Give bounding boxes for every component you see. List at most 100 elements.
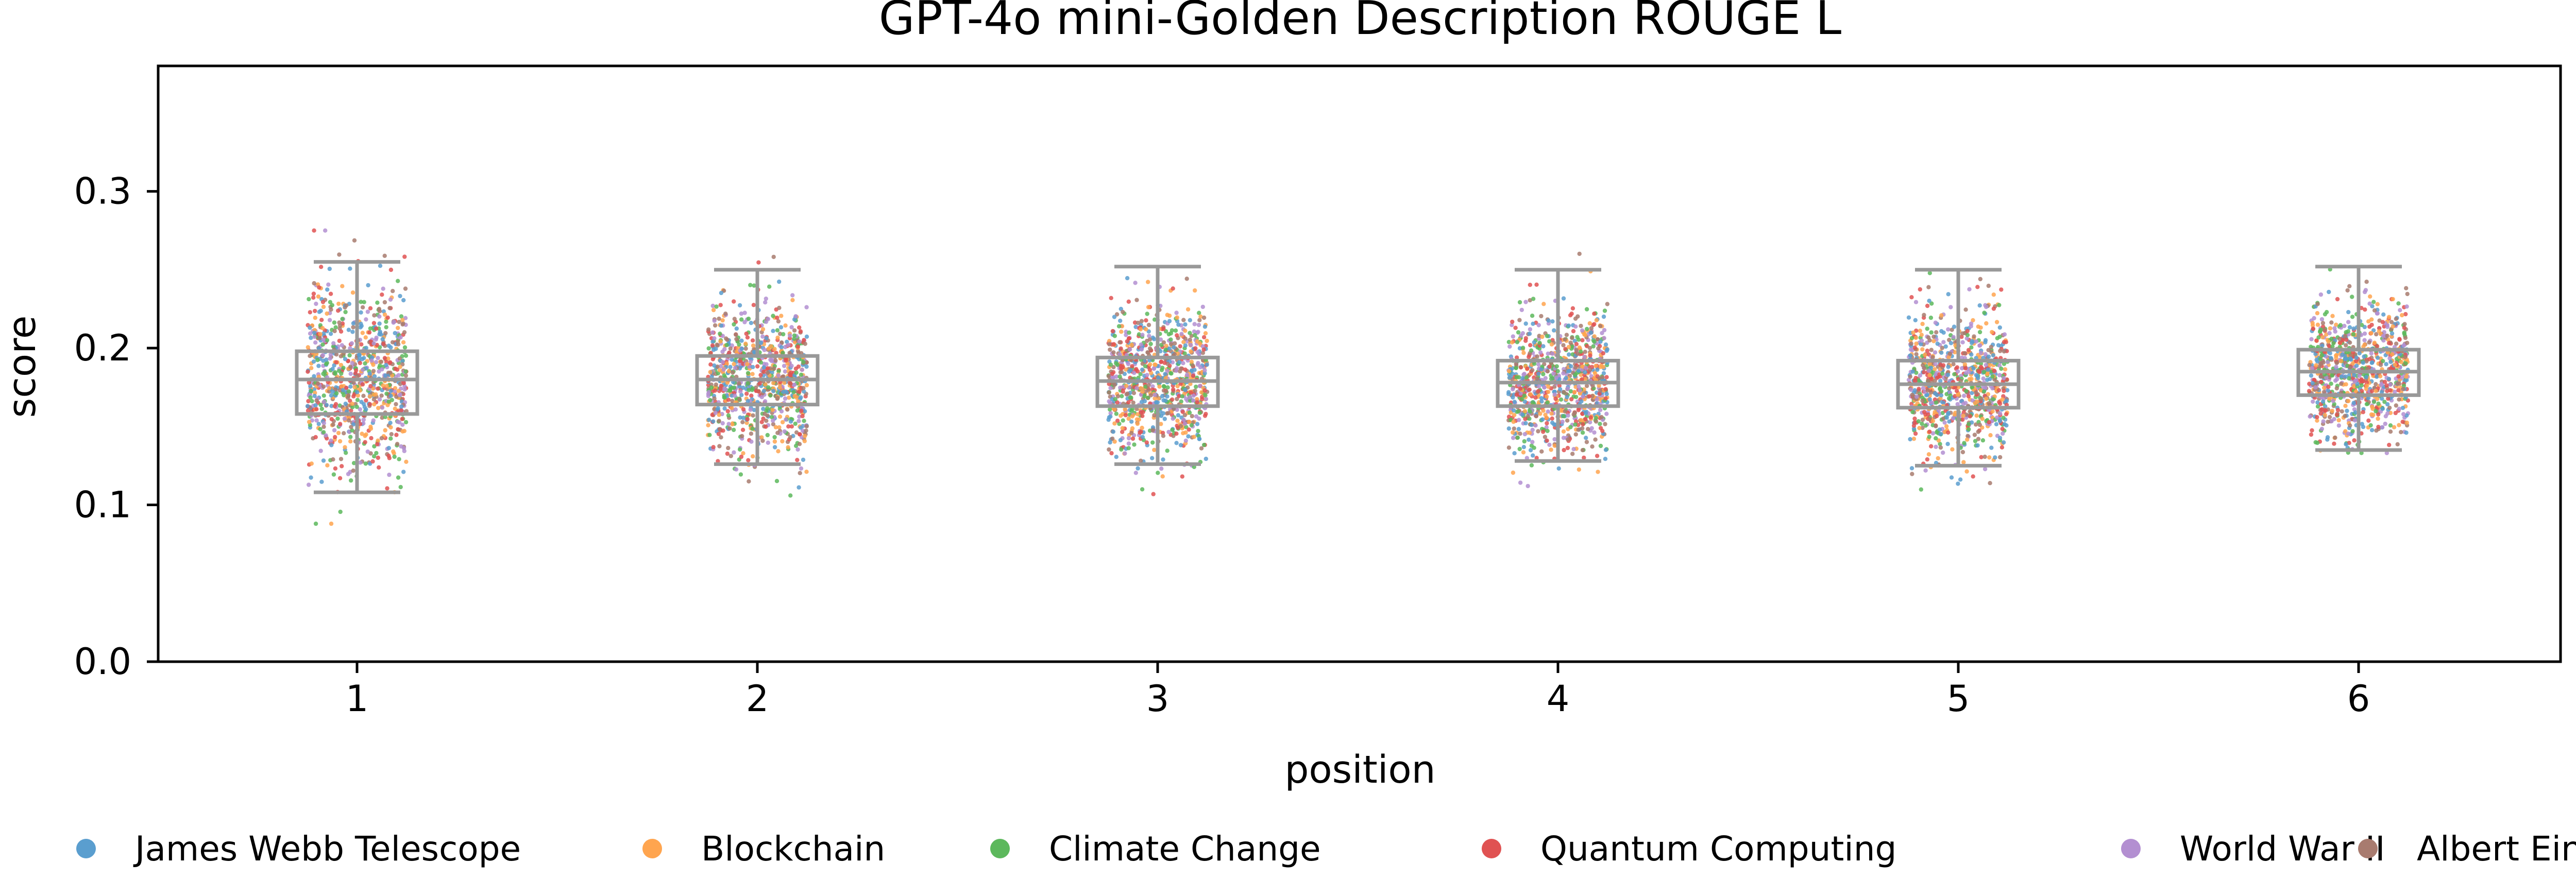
- strip-point: [387, 306, 392, 310]
- strip-point: [1601, 314, 1606, 319]
- strip-point: [1941, 416, 1946, 421]
- strip-point: [1597, 383, 1601, 388]
- strip-point: [771, 254, 776, 260]
- strip-point: [1593, 437, 1598, 442]
- strip-point: [1568, 313, 1573, 318]
- strip-point: [1203, 331, 1208, 336]
- strip-point: [1514, 392, 1519, 397]
- strip-point: [1982, 310, 1987, 315]
- strip-point: [717, 444, 722, 448]
- strip-point: [1576, 408, 1581, 412]
- strip-point: [782, 381, 787, 385]
- strip-point: [1986, 354, 1991, 359]
- strip-point: [337, 388, 342, 393]
- strip-point: [1536, 371, 1541, 376]
- strip-point: [338, 363, 344, 368]
- strip-point: [1999, 287, 2004, 292]
- strip-point: [343, 357, 348, 361]
- strip-point: [340, 464, 344, 469]
- strip-point: [1997, 325, 2002, 330]
- strip-point: [1106, 374, 1111, 378]
- strip-point: [1970, 391, 1974, 395]
- strip-point: [774, 351, 778, 355]
- strip-point: [796, 399, 801, 404]
- strip-point: [1201, 442, 1207, 447]
- strip-point: [321, 421, 326, 425]
- strip-point: [1963, 371, 1968, 375]
- strip-point: [708, 351, 713, 355]
- strip-point: [1939, 389, 1944, 394]
- strip-point: [1574, 394, 1579, 400]
- strip-point: [1176, 322, 1181, 327]
- strip-point: [747, 388, 751, 392]
- strip-point: [377, 332, 382, 337]
- strip-point: [802, 409, 807, 413]
- strip-point: [383, 373, 388, 378]
- strip-point: [1996, 388, 2002, 392]
- strip-point: [2004, 399, 2009, 403]
- strip-point: [1945, 442, 1950, 446]
- strip-point: [1909, 336, 1914, 340]
- strip-point: [331, 472, 336, 477]
- strip-point: [377, 321, 382, 326]
- strip-point: [1934, 330, 1939, 335]
- strip-point: [712, 396, 717, 401]
- strip-point: [1161, 326, 1166, 331]
- strip-point: [1124, 392, 1129, 397]
- strip-point: [1514, 375, 1519, 379]
- strip-point: [348, 346, 352, 351]
- chart-svg: GPT-4o mini-Golden Description ROUGE L 0…: [0, 0, 2562, 792]
- strip-point: [725, 451, 730, 456]
- strip-point: [1598, 408, 1603, 412]
- strip-point: [781, 332, 786, 337]
- strip-point: [783, 323, 788, 328]
- strip-point: [1198, 365, 1203, 370]
- strip-point: [1174, 432, 1179, 436]
- strip-point: [749, 393, 754, 398]
- strip-point: [1153, 317, 1157, 322]
- strip-point: [316, 294, 321, 299]
- strip-point: [1958, 477, 1963, 482]
- strip-point: [1189, 349, 1193, 354]
- strip-point: [376, 386, 380, 391]
- strip-point: [1948, 341, 1954, 346]
- strip-point: [737, 381, 741, 386]
- strip-point: [1920, 347, 1925, 352]
- strip-point: [1158, 337, 1163, 342]
- strip-point: [1997, 411, 2003, 416]
- strip-point: [715, 407, 720, 412]
- strip-point: [1129, 342, 1134, 348]
- strip-point: [1142, 394, 1147, 399]
- strip-point: [1110, 397, 1115, 402]
- strip-point: [1583, 417, 1588, 422]
- strip-point: [776, 373, 781, 378]
- strip-point: [769, 358, 774, 364]
- strip-point: [773, 425, 778, 429]
- strip-point: [1998, 455, 2003, 460]
- strip-point: [1137, 417, 1141, 422]
- strip-point: [1527, 387, 1532, 392]
- strip-point: [371, 418, 376, 423]
- strip-point: [1524, 456, 1529, 460]
- strip-point: [372, 454, 377, 459]
- strip-point: [364, 398, 368, 403]
- strip-point: [1543, 376, 1548, 381]
- strip-point: [363, 361, 367, 366]
- strip-point: [1949, 475, 1954, 480]
- strip-point: [706, 418, 711, 422]
- strip-point: [1541, 302, 1546, 306]
- strip-point: [765, 433, 770, 438]
- strip-point: [1183, 343, 1188, 348]
- strip-point: [745, 381, 750, 386]
- strip-point: [726, 422, 731, 426]
- strip-point: [1129, 430, 1134, 436]
- strip-point: [803, 434, 807, 438]
- strip-point: [309, 335, 313, 340]
- strip-point: [330, 303, 334, 307]
- strip-point: [321, 424, 326, 429]
- strip-point: [1168, 371, 1173, 375]
- strip-point: [1550, 376, 1555, 381]
- strip-point: [1110, 436, 1115, 441]
- strip-point: [1536, 362, 1541, 367]
- strip-point: [377, 397, 382, 402]
